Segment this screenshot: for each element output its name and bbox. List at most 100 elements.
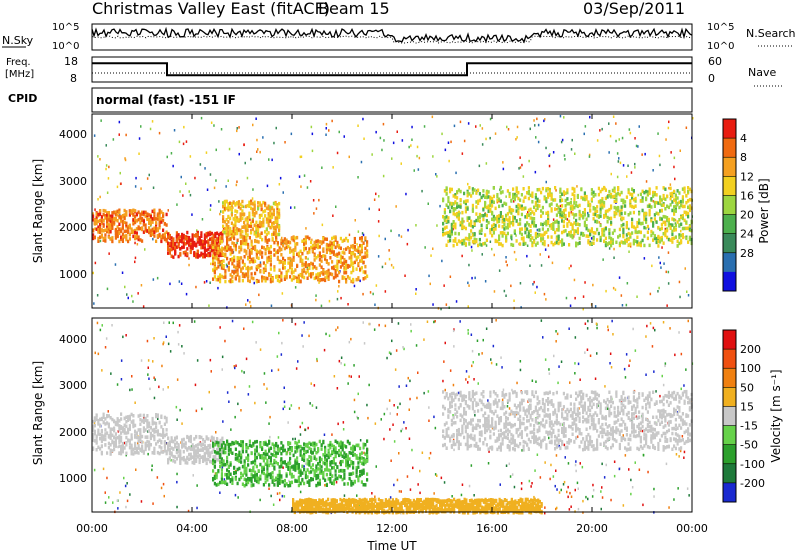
band-cell xyxy=(155,421,158,426)
scatter-cell xyxy=(248,249,251,252)
scatter-cell xyxy=(236,129,238,133)
band-cell xyxy=(244,218,247,222)
band-cell xyxy=(198,236,201,241)
band-cell xyxy=(278,215,281,219)
band-cell xyxy=(492,194,495,199)
scatter-cell xyxy=(685,368,687,371)
scatter-cell xyxy=(287,421,289,424)
scatter-cell xyxy=(649,322,652,325)
scatter-cell xyxy=(227,179,229,182)
scatter-cell xyxy=(234,366,236,370)
band-cell xyxy=(276,213,279,217)
scatter-cell xyxy=(630,492,632,496)
band-cell xyxy=(207,231,210,235)
band-cell xyxy=(142,222,145,227)
scatter-cell xyxy=(328,334,331,337)
band-cell xyxy=(240,269,243,273)
scatter-cell xyxy=(192,474,194,477)
scatter-cell xyxy=(235,364,237,367)
scatter-cell xyxy=(684,267,686,270)
scatter-cell xyxy=(631,486,634,489)
scatter-cell xyxy=(592,488,595,492)
scatter-cell xyxy=(659,163,661,167)
band-cell xyxy=(174,242,177,246)
scatter-cell xyxy=(664,220,666,224)
scatter-cell xyxy=(384,262,387,265)
band-cell xyxy=(200,245,203,250)
scatter-cell xyxy=(510,284,512,288)
band-cell xyxy=(120,412,123,416)
scatter-cell xyxy=(149,387,151,391)
band-cell xyxy=(248,215,251,219)
band-cell xyxy=(261,251,264,255)
band-cell xyxy=(283,239,286,244)
band-cell xyxy=(128,237,131,241)
band-cell xyxy=(170,254,173,258)
band-cell xyxy=(529,229,532,233)
band-cell xyxy=(109,230,112,234)
band-cell xyxy=(230,221,233,225)
scatter-cell xyxy=(683,384,685,387)
scatter-cell xyxy=(409,397,411,401)
band-cell xyxy=(120,235,123,239)
scatter-cell xyxy=(378,323,380,327)
scatter-cell xyxy=(440,307,442,311)
scatter-cell xyxy=(442,379,444,383)
band-cell xyxy=(450,187,453,192)
band-cell xyxy=(272,210,275,215)
band-cell xyxy=(217,469,220,473)
band-cell xyxy=(168,243,171,248)
band-cell xyxy=(104,428,107,432)
scatter-cell xyxy=(427,202,429,205)
scatter-cell xyxy=(534,170,537,174)
scatter-cell xyxy=(622,504,625,507)
band-cell xyxy=(142,230,145,234)
band-cell xyxy=(251,212,254,217)
scatter-cell xyxy=(459,320,461,323)
band-cell xyxy=(162,233,165,237)
scatter-cell xyxy=(357,230,360,233)
band-cell xyxy=(589,204,592,208)
band-cell xyxy=(177,244,180,249)
band-cell xyxy=(258,224,261,229)
power-ytick-3000: 3000 xyxy=(59,175,87,188)
scatter-cell xyxy=(659,394,661,398)
scatter-cell xyxy=(658,154,661,158)
band-cell xyxy=(557,220,560,225)
scatter-cell xyxy=(144,248,146,251)
band-cell xyxy=(217,246,220,251)
band-cell xyxy=(350,255,353,259)
band-cell xyxy=(610,216,613,221)
band-cell xyxy=(683,186,686,190)
scatter-cell xyxy=(535,136,537,139)
band-cell xyxy=(229,258,232,262)
scatter-cell xyxy=(574,488,576,492)
band-cell xyxy=(210,245,213,250)
scatter-cell xyxy=(201,218,204,221)
scatter-cell xyxy=(421,451,424,454)
band-cell xyxy=(223,231,226,235)
scatter-cell xyxy=(281,494,284,498)
band-cell xyxy=(227,237,230,242)
scatter-cell xyxy=(544,461,546,464)
band-cell xyxy=(213,465,216,469)
scatter-cell xyxy=(100,119,102,122)
band-cell xyxy=(520,232,523,237)
band-cell xyxy=(238,261,241,265)
band-cell xyxy=(127,226,130,230)
band-cell xyxy=(240,267,243,271)
band-cell xyxy=(222,210,225,214)
band-cell xyxy=(512,221,515,226)
band-cell xyxy=(253,207,256,211)
band-cell xyxy=(578,241,581,245)
band-cell xyxy=(156,413,159,417)
scatter-cell xyxy=(290,206,292,209)
band-cell xyxy=(120,417,123,421)
band-cell xyxy=(227,205,230,209)
scatter-cell xyxy=(440,476,443,480)
scatter-cell xyxy=(398,452,400,455)
band-cell xyxy=(590,197,593,201)
band-cell xyxy=(648,243,651,248)
band-cell xyxy=(158,217,161,221)
scatter-cell xyxy=(94,227,96,230)
